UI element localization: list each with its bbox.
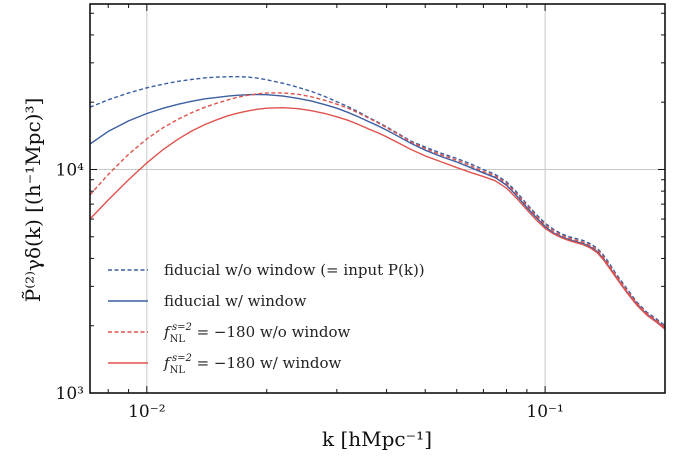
series-line-3: [90, 106, 665, 330]
legend-label-3: fNLs=2 = −180 w/ window: [163, 353, 341, 376]
series-line-0: [90, 76, 665, 327]
series-layer: [90, 76, 665, 330]
legend-label-2: fNLs=2 = −180 w/o window: [163, 322, 351, 345]
x-axis-title: k [hMpc⁻¹]: [322, 427, 432, 451]
y-axis-title: P̃⁽²⁾γδ(k) [(h⁻¹Mpc)³]: [21, 98, 45, 303]
x-tick-label-0: 10⁻²: [128, 402, 165, 422]
tick-labels: 10⁻² 10⁻¹ 10³ 10⁴: [56, 160, 564, 422]
plot-background: [90, 4, 665, 393]
series-line-2: [90, 92, 665, 328]
plot-area: [89, 3, 666, 394]
y-tick-label-0: 10³: [56, 384, 84, 404]
series-line-1: [90, 93, 665, 329]
plot-frame: [89, 3, 666, 394]
y-tick-label-1: 10⁴: [56, 160, 85, 180]
legend-label-0: fiducial w/o window (= input P(k)): [164, 261, 425, 279]
legend: fiducial w/o window (= input P(k)) fiduci…: [108, 261, 425, 376]
x-tick-label-1: 10⁻¹: [526, 402, 563, 422]
legend-label-1: fiducial w/ window: [164, 292, 307, 310]
